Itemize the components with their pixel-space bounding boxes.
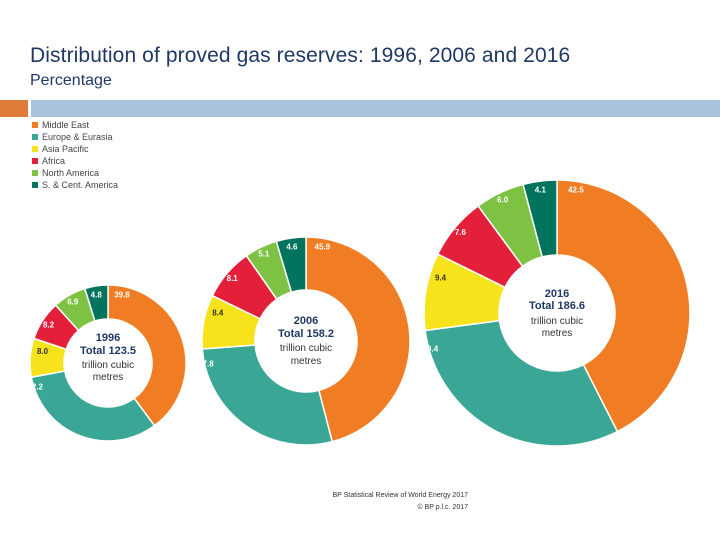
page-title: Distribution of proved gas reserves: 199… xyxy=(30,44,571,67)
value-label-2016-s-cent-america: 4.1 xyxy=(535,186,547,195)
center-unit-label-2-2016: metres xyxy=(542,328,573,339)
slice-2006-s-cent-america xyxy=(275,236,307,294)
value-label-2016-africa: 7.6 xyxy=(455,228,467,237)
legend-item-north-america: North America xyxy=(32,167,118,179)
legend-label: Europe & Eurasia xyxy=(42,132,113,142)
legend-swatch xyxy=(32,170,38,176)
value-label-1996-middle-east: 39.8 xyxy=(114,290,130,299)
value-label-2016-north-america: 6.0 xyxy=(497,195,509,204)
legend-label: Asia Pacific xyxy=(42,144,89,154)
slice-2016-europe-eurasia xyxy=(424,319,619,447)
legend-label: Middle East xyxy=(42,120,90,130)
legend-swatch xyxy=(32,182,38,188)
center-unit-label-2-2006: metres xyxy=(291,356,322,367)
legend-item-middle-east: Middle East xyxy=(32,119,118,131)
chart-legend: Middle East Europe & Eurasia Asia Pacifi… xyxy=(32,119,118,191)
value-label-2006-europe-eurasia: 27.8 xyxy=(198,359,214,368)
value-label-2006-africa: 8.1 xyxy=(227,274,239,283)
center-unit-label-1-2006: trillion cubic xyxy=(280,343,332,354)
value-label-2016-asia-pacific: 9.4 xyxy=(435,274,447,283)
value-label-2016-middle-east: 42.5 xyxy=(568,186,584,195)
legend-label: North America xyxy=(42,168,100,178)
center-year-2006: 2006 xyxy=(294,315,318,327)
slice-1996-middle-east xyxy=(107,284,187,427)
legend-item-europe-eurasia: Europe & Eurasia xyxy=(32,131,118,143)
center-year-1996: 1996 xyxy=(96,332,120,344)
slice-2016-middle-east xyxy=(556,179,691,433)
slice-2006-middle-east xyxy=(305,236,411,443)
legend-label: S. & Cent. America xyxy=(42,180,119,190)
center-unit-label-1-1996: trillion cubic xyxy=(82,360,134,371)
center-total-label-2016: Total 186.6 xyxy=(529,300,585,312)
legend-item-africa: Africa xyxy=(32,155,118,167)
center-unit-label-1-2016: trillion cubic xyxy=(531,316,583,327)
accent-bar-right xyxy=(31,100,720,117)
slice-2016-s-cent-america xyxy=(522,179,558,258)
value-label-1996-north-america: 6.9 xyxy=(67,297,79,306)
legend-swatch xyxy=(32,158,38,164)
value-label-2006-middle-east: 45.9 xyxy=(315,242,331,251)
legend-swatch xyxy=(32,122,38,128)
slice-1996-s-cent-america xyxy=(83,284,109,322)
legend-item-asia-pacific: Asia Pacific xyxy=(32,143,118,155)
source-line-2: © BP p.l.c. 2017 xyxy=(417,504,468,511)
legend-swatch xyxy=(32,134,38,140)
value-label-2006-north-america: 5.1 xyxy=(258,250,270,259)
source-line-1: BP Statistical Review of World Energy 20… xyxy=(332,492,468,499)
page-subtitle: Percentage xyxy=(30,72,112,89)
center-unit-label-2-1996: metres xyxy=(93,372,124,383)
value-label-1996-s-cent-america: 4.8 xyxy=(91,290,103,299)
source-note: BP Statistical Review of World Energy 20… xyxy=(300,490,468,514)
value-label-2016-europe-eurasia: 30.4 xyxy=(423,345,439,354)
legend-swatch xyxy=(32,146,38,152)
center-total-label-1996: Total 123.5 xyxy=(80,345,136,357)
center-total-label-2006: Total 158.2 xyxy=(278,328,334,340)
value-label-1996-africa: 8.2 xyxy=(43,320,55,329)
value-label-1996-asia-pacific: 8.0 xyxy=(37,347,49,356)
slice-2006-europe-eurasia xyxy=(201,344,334,446)
legend-label: Africa xyxy=(42,156,66,166)
value-label-1996-europe-eurasia: 32.2 xyxy=(27,382,43,391)
value-label-2006-asia-pacific: 8.4 xyxy=(212,309,224,318)
legend-item-s-cent-america: S. & Cent. America xyxy=(32,179,118,191)
accent-bar-left xyxy=(0,100,28,117)
slice-1996-europe-eurasia xyxy=(30,370,156,442)
center-year-2016: 2016 xyxy=(545,288,569,300)
value-label-2006-s-cent-america: 4.6 xyxy=(286,242,298,251)
